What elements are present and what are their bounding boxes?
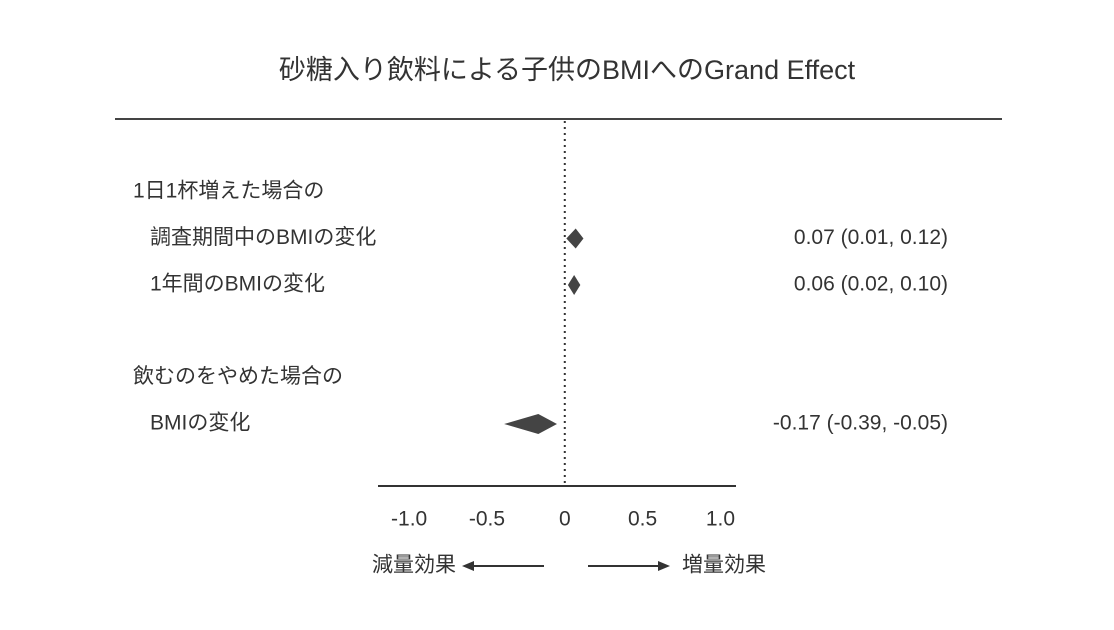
row-label: 1年間のBMIの変化 [150, 273, 325, 296]
direction-label: 減量効果 [372, 554, 456, 577]
group-heading: 1日1杯増えた場合の [133, 180, 324, 203]
arrow-head [462, 561, 474, 571]
x-tick-label: -0.5 [469, 508, 505, 531]
group-heading: 飲むのをやめた場合の [133, 365, 343, 388]
x-tick-label: -1.0 [391, 508, 427, 531]
estimate-diamond [504, 414, 557, 434]
estimate-diamond [567, 275, 581, 295]
value-label: 0.06 (0.02, 0.10) [794, 273, 948, 296]
value-label: -0.17 (-0.39, -0.05) [773, 412, 948, 435]
direction-label: 増量効果 [682, 554, 766, 577]
row-label: 調査期間中のBMIの変化 [150, 226, 376, 249]
row-label: BMIの変化 [150, 412, 250, 435]
x-tick-label: 0.5 [628, 508, 657, 531]
chart-title: 砂糖入り飲料による子供のBMIへのGrand Effect [279, 55, 856, 85]
x-tick-label: 1.0 [706, 508, 735, 531]
value-label: 0.07 (0.01, 0.12) [794, 226, 948, 249]
estimate-diamond [566, 228, 584, 249]
arrow-head [658, 561, 670, 571]
x-tick-label: 0 [559, 508, 571, 531]
